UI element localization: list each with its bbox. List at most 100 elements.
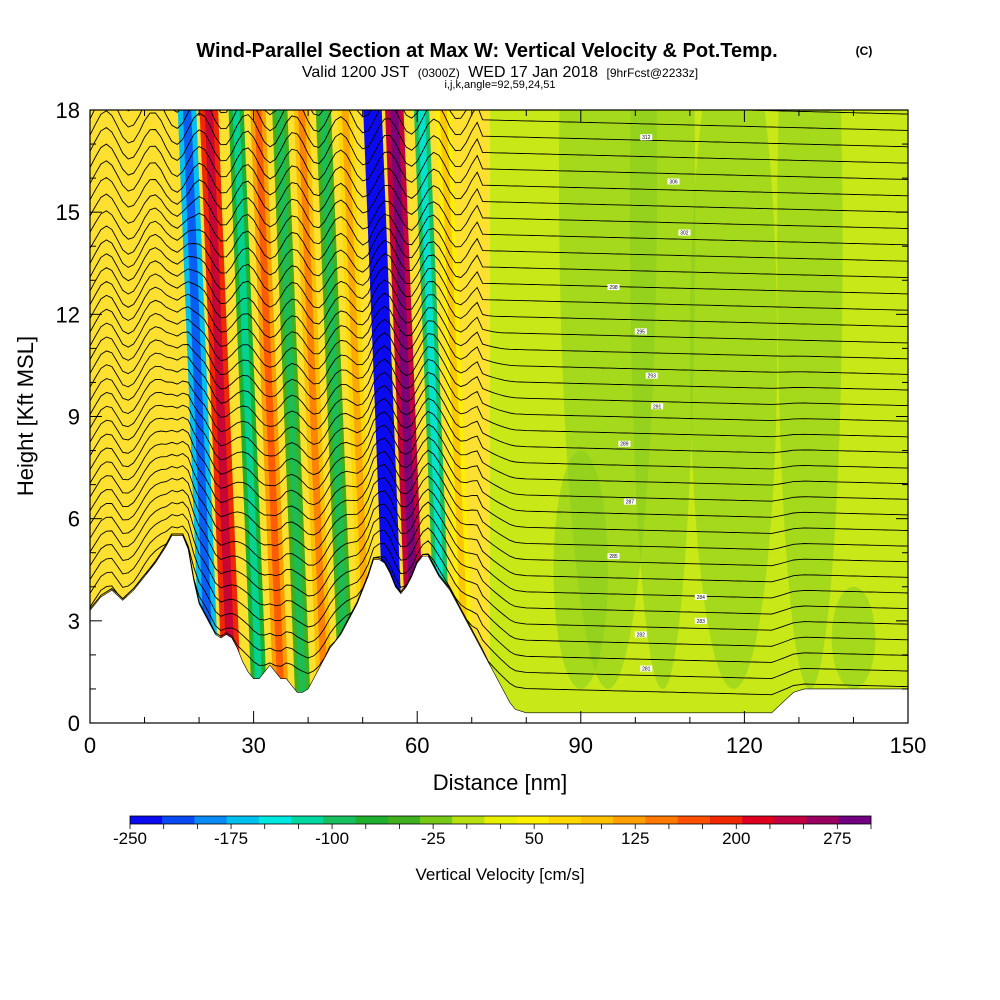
colorbar-swatch	[226, 816, 260, 824]
x-axis-label: Distance [nm]	[433, 770, 568, 795]
isentrope-line	[90, 286, 908, 344]
y-tick-label: 3	[68, 609, 80, 634]
isentrope-line	[90, 339, 908, 407]
subtitle-fcst: [9hrFcst@2233z]	[607, 66, 699, 80]
isentrope-line	[90, 404, 908, 486]
colorbar: -250 -175 -100 -25 50 125 200 275	[113, 815, 872, 848]
colorbar-swatch	[194, 816, 227, 824]
isentrope-line	[90, 501, 908, 615]
wave-band-core	[418, 110, 449, 723]
x-tick-label: 60	[405, 733, 429, 758]
isentrope-label-box	[640, 134, 653, 141]
chart-subtitle-indices: i,j,k,angle=92,59,24,51	[444, 79, 555, 91]
isentrope-label-box	[651, 403, 664, 410]
x-tick-label: 90	[569, 733, 593, 758]
colorbar-swatch	[258, 816, 292, 824]
subtitle-utc: (0300Z)	[418, 66, 460, 80]
isentrope-label-box	[623, 498, 636, 505]
isentrope-line	[90, 207, 908, 248]
isentrope-line	[90, 533, 908, 696]
isentrope-line	[90, 313, 908, 375]
isentrope-label-box	[667, 178, 680, 185]
isentrope-label: 293	[648, 374, 657, 380]
isentrope-line	[90, 489, 908, 599]
colorbar-swatch	[613, 816, 646, 824]
y-tick-label: 6	[68, 507, 80, 532]
isentrope-label: 284	[697, 595, 706, 601]
colorbar-label: Vertical Velocity [cm/s]	[415, 865, 584, 884]
wave-band-core	[276, 110, 308, 723]
isentrope-label-box	[678, 229, 691, 236]
y-tick-label: 18	[56, 98, 80, 123]
x-tick-label: 120	[726, 733, 763, 758]
y-tick-label: 0	[68, 711, 80, 736]
chart-title: Wind-Parallel Section at Max W: Vertical…	[196, 40, 777, 62]
isentrope-line	[90, 465, 908, 567]
updraft-patch	[831, 586, 876, 689]
isentrope-line	[90, 260, 908, 311]
isentrope-label-box	[694, 617, 707, 624]
updraft-patch	[553, 450, 609, 689]
isentrope-line	[90, 416, 908, 502]
isentrope-line	[90, 233, 908, 279]
colorbar-swatch	[709, 816, 743, 824]
wave-band-core	[319, 110, 351, 723]
colorbar-swatch	[774, 816, 807, 824]
isentrope-line	[90, 110, 908, 135]
isentrope-label-box	[618, 440, 631, 447]
isentrope-line	[90, 452, 908, 551]
wave-band-core	[254, 110, 286, 723]
isentrope-label: 295	[637, 329, 646, 335]
colorbar-swatch	[291, 816, 324, 824]
x-tick-label: 150	[890, 733, 927, 758]
y-tick-label: 9	[68, 405, 80, 430]
isentropes	[90, 110, 908, 696]
colorbar-tick-label: -25	[421, 829, 446, 848]
isentrope-label: 291	[653, 404, 662, 410]
isentrope-label: 289	[620, 442, 629, 448]
isentrope-line	[90, 533, 908, 680]
colorbar-swatch	[323, 816, 356, 824]
isentrope-line	[90, 273, 908, 328]
colorbar-swatch	[452, 816, 485, 824]
isentrope-line	[90, 440, 908, 534]
isentrope-line	[126, 110, 908, 119]
isentrope-label-box	[694, 593, 707, 600]
chart-title-mark: (C)	[856, 44, 873, 58]
colorbar-swatch	[162, 816, 195, 824]
isentrope-labels: 312 306 302 298 295 293 291 289 287 285 284 283 282 2…	[607, 134, 707, 673]
isentrope-label: 306	[669, 180, 678, 186]
isentrope-label: 283	[697, 619, 706, 625]
chart-subtitle: Valid 1200 JST (0300Z) WED 17 Jan 2018 […	[302, 64, 698, 81]
isentrope-line	[90, 220, 908, 264]
colorbar-swatch	[806, 816, 840, 824]
isentrope-label: 281	[642, 667, 651, 673]
colorbar-swatch	[742, 816, 775, 824]
subtitle-date: WED 17 Jan 2018	[468, 64, 598, 81]
colorbar-tick-label: -175	[214, 829, 248, 848]
colorbar-swatch	[581, 816, 614, 824]
isentrope-line	[90, 365, 908, 438]
isentrope-line	[90, 193, 908, 232]
isentrope-line	[90, 126, 908, 168]
colorbar-tick-label: 125	[621, 829, 649, 848]
subtitle-valid: Valid 1200 JST	[302, 64, 410, 81]
colorbar-swatch	[645, 816, 678, 824]
isentrope-line	[90, 513, 908, 631]
isentrope-label: 298	[609, 285, 618, 291]
colorbar-tick-label: 200	[722, 829, 750, 848]
isentrope-label-box	[607, 284, 620, 291]
plot-area: 312 306 302 298 295 293 291 289 287 285 284 283 282 2…	[90, 110, 908, 723]
isentrope-label: 285	[609, 554, 618, 560]
colorbar-swatch	[516, 816, 550, 824]
isentrope-line	[90, 299, 908, 360]
wave-band-core	[204, 110, 238, 723]
colorbar-swatch	[355, 816, 389, 824]
isentrope-label: 312	[642, 135, 651, 141]
colorbar-swatch	[387, 816, 421, 824]
isentrope-label-box	[607, 553, 620, 560]
isentrope-label-box	[634, 328, 647, 335]
isentrope-line	[90, 247, 908, 295]
isentrope-label-box	[640, 665, 653, 672]
